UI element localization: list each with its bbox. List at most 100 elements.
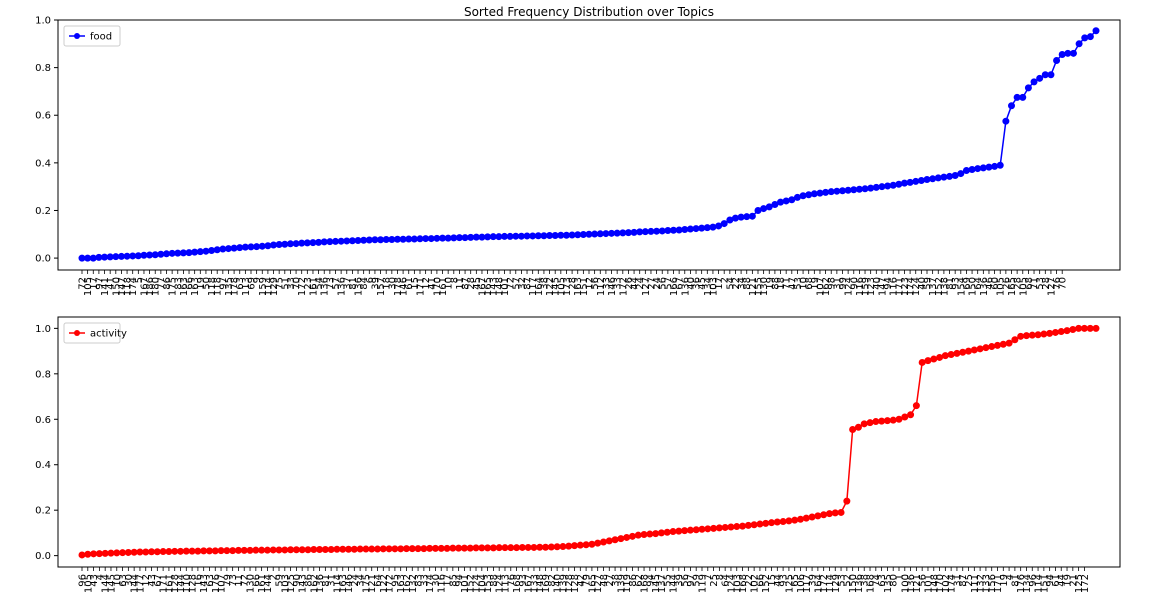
x-tick-label: 96 <box>78 574 89 587</box>
activity-point <box>327 546 335 553</box>
food-point <box>855 185 863 193</box>
food-point <box>686 225 694 233</box>
activity-point <box>455 544 463 552</box>
activity-point <box>217 547 225 555</box>
x-tick-label: 129 <box>269 277 280 296</box>
x-tick-label: 39 <box>370 277 381 290</box>
food-point <box>332 237 339 245</box>
activity-point <box>686 526 694 534</box>
food-point <box>151 251 159 259</box>
x-tick-label: 147 <box>877 277 888 296</box>
x-tick-label: 141 <box>100 277 111 296</box>
food-point <box>95 253 103 261</box>
x-tick-label: 75 <box>275 277 286 290</box>
x-tick-label: 25 <box>964 574 975 587</box>
x-tick-label: 21 <box>1068 574 1079 587</box>
activity-point <box>854 423 862 431</box>
food-point <box>123 252 131 260</box>
x-tick-label: 124 <box>472 574 483 593</box>
activity-point <box>588 540 596 548</box>
activity-point <box>721 523 729 531</box>
food-point <box>382 236 390 244</box>
activity-point <box>345 545 353 553</box>
food-point <box>1064 49 1072 57</box>
activity-point <box>368 545 376 553</box>
x-tick-label: 43 <box>89 574 100 587</box>
food-point <box>720 220 728 228</box>
x-tick-label: 134 <box>703 277 714 296</box>
activity-point <box>1086 324 1094 332</box>
x-tick-label: 44 <box>630 277 641 290</box>
activity-point <box>640 531 648 538</box>
activity-point <box>321 546 329 553</box>
activity-point <box>733 523 741 531</box>
activity-point <box>374 545 382 553</box>
activity-point <box>107 549 115 557</box>
x-tick-label: 111 <box>970 574 981 593</box>
activity-point <box>1028 331 1036 339</box>
x-tick-label: 171 <box>416 277 427 296</box>
food-point <box>934 174 942 182</box>
food-point <box>884 182 892 190</box>
activity-point <box>275 546 283 554</box>
y-tick-label: 0.4 <box>35 460 51 471</box>
activity-point <box>1069 326 1077 333</box>
food-point <box>78 254 86 262</box>
x-tick-label: 63 <box>877 574 888 587</box>
food-point <box>399 235 407 243</box>
food-point <box>636 228 644 236</box>
food-point <box>337 237 345 245</box>
x-tick-label: 96 <box>1028 574 1039 587</box>
food-point <box>839 187 846 195</box>
food-point <box>557 231 565 239</box>
x-tick-label: 17 <box>714 277 725 290</box>
x-tick-label: 136 <box>315 574 326 593</box>
y-tick-label: 1.0 <box>35 16 51 27</box>
activity-point <box>959 348 967 356</box>
activity-point <box>159 548 167 556</box>
x-tick-label: 136 <box>337 277 348 296</box>
food-point <box>754 206 762 214</box>
x-tick-label: 122 <box>545 277 556 296</box>
activity-point <box>698 525 706 533</box>
food-point <box>867 184 875 192</box>
x-tick-label: 2 <box>269 574 280 580</box>
activity-point <box>924 357 932 365</box>
y-tick-label: 0.6 <box>35 415 51 426</box>
x-tick-label: 116 <box>437 574 448 593</box>
x-tick-label: 97 <box>94 277 105 290</box>
activity-point <box>704 525 712 533</box>
activity-point <box>136 548 144 556</box>
x-tick-label: 116 <box>855 277 866 296</box>
x-tick-label: 140 <box>553 574 564 593</box>
activity-point <box>258 546 266 554</box>
activity-point <box>153 548 161 556</box>
x-tick-label: 94 <box>454 574 465 587</box>
activity-point <box>1011 336 1019 344</box>
x-tick-label: 116 <box>889 277 900 296</box>
x-tick-label: 135 <box>224 277 235 296</box>
x-tick-label: 177 <box>135 574 146 593</box>
x-tick-label: 71 <box>1030 277 1041 290</box>
activity-point <box>571 542 579 550</box>
food-point <box>658 227 666 235</box>
activity-point <box>101 549 109 557</box>
activity-point <box>744 521 752 529</box>
x-tick-label: 30 <box>387 277 398 290</box>
activity-point <box>513 544 521 552</box>
activity-point <box>565 542 573 550</box>
x-tick-label: 163 <box>179 277 190 296</box>
food-point <box>748 212 756 220</box>
food-point <box>303 239 311 247</box>
activity-point <box>889 416 897 424</box>
activity-point <box>495 544 503 552</box>
food-point <box>985 163 993 171</box>
activity-point <box>895 415 903 423</box>
food-point <box>292 240 300 248</box>
y-tick-label: 0.8 <box>35 369 51 380</box>
x-tick-label: 38 <box>539 277 550 290</box>
activity-point <box>559 543 567 551</box>
x-tick-label: 163 <box>573 277 584 296</box>
x-tick-label: 172 <box>819 574 830 593</box>
x-tick-label: 33 <box>601 277 612 290</box>
